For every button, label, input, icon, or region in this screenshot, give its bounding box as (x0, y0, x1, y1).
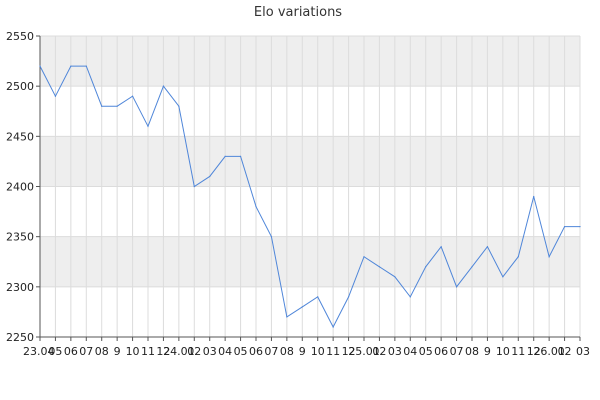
data-point (224, 155, 226, 157)
data-point (425, 266, 427, 268)
x-tick-label: 05 (48, 345, 62, 358)
x-tick-label: 24.01 (163, 345, 195, 358)
x-tick-label: 10 (496, 345, 510, 358)
x-tick-label: 9 (484, 345, 491, 358)
data-point (332, 326, 334, 328)
background-bands (40, 36, 580, 287)
x-tick-label: 04 (218, 345, 232, 358)
y-tick-label: 2550 (6, 30, 34, 43)
data-point (209, 175, 211, 178)
data-point (517, 256, 519, 258)
x-tick-label: 05 (419, 345, 433, 358)
y-axis-ticks: 2250 2300 2350 2400 2450 2500 2550 (6, 30, 40, 344)
series-group (39, 65, 581, 329)
y-tick-label: 2300 (6, 281, 34, 294)
data-point (54, 95, 57, 97)
data-point (317, 296, 319, 298)
x-tick-label: 03 (576, 345, 590, 358)
data-point (363, 256, 365, 258)
data-point (239, 155, 242, 157)
data-point (548, 256, 550, 258)
x-tick-label: 10 (311, 345, 325, 358)
data-point (440, 246, 442, 248)
x-tick-label: 06 (249, 345, 263, 358)
x-tick-label: 03 (388, 345, 402, 358)
data-point (347, 296, 350, 298)
y-tick-label: 2250 (6, 331, 34, 344)
x-tick-label: 06 (64, 345, 78, 358)
background-band (40, 36, 580, 87)
data-point (116, 105, 118, 107)
data-point (301, 306, 303, 308)
data-point (563, 226, 566, 228)
data-point (394, 276, 396, 278)
y-tick-label: 2450 (6, 130, 34, 143)
x-tick-label: 02 (558, 345, 572, 358)
data-point (39, 65, 41, 67)
x-tick-label: 9 (114, 345, 121, 358)
data-point (270, 236, 273, 238)
chart-title: Elo variations (254, 5, 342, 20)
data-point (502, 276, 504, 278)
data-point (70, 65, 72, 67)
data-point (579, 226, 581, 228)
data-point (486, 246, 489, 248)
data-point (533, 195, 535, 198)
background-band (40, 136, 580, 187)
x-tick-label: 9 (299, 345, 306, 358)
x-tick-label: 11 (511, 345, 525, 358)
x-tick-label: 26.01 (533, 345, 565, 358)
x-tick-label: 07 (79, 345, 93, 358)
x-tick-label: 07 (450, 345, 464, 358)
data-point (455, 286, 458, 288)
background-band (40, 236, 580, 287)
data-point (471, 266, 473, 268)
data-point (101, 105, 103, 107)
data-point (378, 266, 381, 268)
grid-lines (39, 35, 581, 338)
series-line (39, 65, 580, 329)
y-tick-label: 2400 (6, 181, 34, 194)
x-tick-label: 11 (326, 345, 340, 358)
x-tick-label: 10 (126, 345, 140, 358)
data-point (85, 65, 87, 67)
x-tick-label: 02 (372, 345, 386, 358)
x-tick-label: 25.01 (348, 345, 380, 358)
data-point (193, 185, 195, 188)
x-tick-label: 23.04 (23, 345, 55, 358)
x-tick-label: 07 (264, 345, 278, 358)
x-tick-label: 12 (527, 345, 541, 358)
data-point (147, 125, 149, 127)
x-tick-label: 12 (156, 345, 170, 358)
x-tick-label: 11 (141, 345, 155, 358)
data-point (162, 85, 165, 87)
x-tick-label: 04 (403, 345, 417, 358)
x-tick-label: 06 (434, 345, 448, 358)
data-point (409, 296, 411, 298)
data-point (255, 205, 257, 208)
y-tick-label: 2500 (6, 80, 34, 93)
data-point (178, 105, 180, 107)
x-tick-label: 12 (342, 345, 356, 358)
x-tick-label: 03 (203, 345, 217, 358)
x-tick-label: 02 (187, 345, 201, 358)
x-tick-label: 08 (465, 345, 479, 358)
y-tick-label: 2350 (6, 231, 34, 244)
data-point (286, 316, 288, 318)
x-tick-label: 05 (234, 345, 248, 358)
data-point (131, 95, 134, 97)
x-tick-label: 08 (95, 345, 109, 358)
x-tick-label: 08 (280, 345, 294, 358)
